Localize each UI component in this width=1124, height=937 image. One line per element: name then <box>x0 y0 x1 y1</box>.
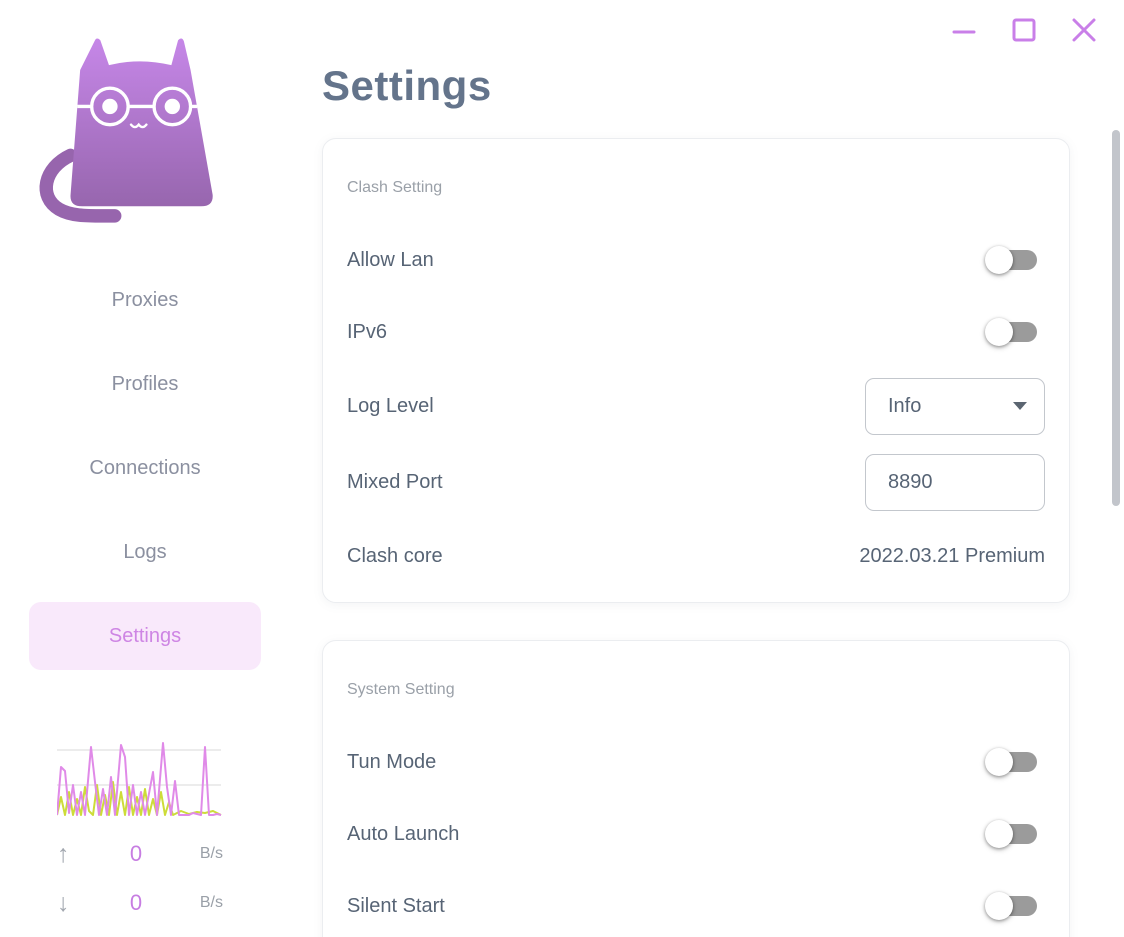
mixed-port-label: Mixed Port <box>347 470 443 493</box>
clash-setting-header: Clash Setting <box>347 179 443 196</box>
auto-launch-label: Auto Launch <box>347 822 460 845</box>
system-setting-card: System Setting Tun Mode Auto Launch Sile… <box>322 640 1070 937</box>
tun-mode-row: Tun Mode <box>347 726 1045 798</box>
silent-start-row: Silent Start <box>347 870 1045 937</box>
upload-speed-unit: B/s <box>199 845 223 862</box>
toggle-thumb <box>985 892 1013 920</box>
system-setting-header: System Setting <box>347 681 455 698</box>
auto-launch-toggle[interactable] <box>985 819 1037 849</box>
app-logo <box>36 34 228 229</box>
tun-mode-toggle[interactable] <box>985 747 1037 777</box>
ipv6-toggle[interactable] <box>985 317 1037 347</box>
silent-start-toggle[interactable] <box>985 891 1037 921</box>
download-speed-row: ↓ 0 B/s <box>57 890 223 916</box>
main-content: Settings Clash Setting Allow Lan IPv6 Lo… <box>322 0 1072 937</box>
sidebar-item-profiles[interactable]: Profiles <box>111 372 179 395</box>
clash-core-version: 2022.03.21 Premium <box>859 544 1045 567</box>
tun-mode-label: Tun Mode <box>347 750 437 773</box>
silent-start-label: Silent Start <box>347 894 445 917</box>
mixed-port-row: Mixed Port <box>347 444 1045 520</box>
sidebar-item-proxies[interactable]: Proxies <box>111 288 179 311</box>
download-speed-unit: B/s <box>199 894 223 911</box>
close-icon <box>1072 18 1096 42</box>
clash-setting-card: Clash Setting Allow Lan IPv6 Log Level <box>322 138 1070 603</box>
maximize-icon <box>1012 18 1036 42</box>
auto-launch-row: Auto Launch <box>347 798 1045 870</box>
upload-speed-value: 0 <box>129 841 143 866</box>
toggle-thumb <box>985 748 1013 776</box>
traffic-sparkline-chart <box>57 742 222 816</box>
minimize-button[interactable] <box>948 14 980 46</box>
close-button[interactable] <box>1068 14 1100 46</box>
sidebar: Proxies Profiles Connections Logs Settin… <box>0 0 290 937</box>
traffic-panel: ↑ 0 B/s ↓ 0 B/s <box>57 737 223 916</box>
upload-arrow-icon: ↑ <box>57 839 70 868</box>
ipv6-label: IPv6 <box>347 320 388 343</box>
ipv6-row: IPv6 <box>347 296 1045 368</box>
log-level-label: Log Level <box>347 394 434 417</box>
toggle-thumb <box>985 820 1013 848</box>
log-level-select[interactable]: Info <box>865 377 1045 435</box>
toggle-thumb <box>985 246 1013 274</box>
clash-core-label: Clash core <box>347 544 443 567</box>
cat-logo-icon <box>39 38 213 223</box>
minimize-icon <box>952 30 976 34</box>
allow-lan-label: Allow Lan <box>347 248 434 271</box>
download-series-line <box>57 781 222 816</box>
clash-core-row: Clash core 2022.03.21 Premium <box>347 520 1045 592</box>
upload-speed-row: ↑ 0 B/s <box>57 841 223 867</box>
window-controls <box>948 14 1100 46</box>
sidebar-item-settings[interactable]: Settings <box>29 602 261 670</box>
download-speed-value: 0 <box>129 890 143 915</box>
vertical-scrollbar[interactable] <box>1112 130 1120 506</box>
sidebar-item-logs[interactable]: Logs <box>123 540 167 563</box>
download-arrow-icon: ↓ <box>57 888 70 917</box>
upload-series-line <box>57 742 222 816</box>
log-level-selected-value: Info <box>888 394 922 417</box>
log-level-row: Log Level Info <box>347 368 1045 444</box>
page-title: Settings <box>322 62 492 109</box>
sidebar-item-connections[interactable]: Connections <box>89 456 201 479</box>
maximize-button[interactable] <box>1008 14 1040 46</box>
sidebar-nav: Proxies Profiles Connections Logs Settin… <box>0 266 290 686</box>
mixed-port-input[interactable] <box>865 453 1045 511</box>
toggle-thumb <box>985 318 1013 346</box>
allow-lan-toggle[interactable] <box>985 245 1037 275</box>
allow-lan-row: Allow Lan <box>347 224 1045 296</box>
chevron-down-icon <box>1013 402 1027 410</box>
